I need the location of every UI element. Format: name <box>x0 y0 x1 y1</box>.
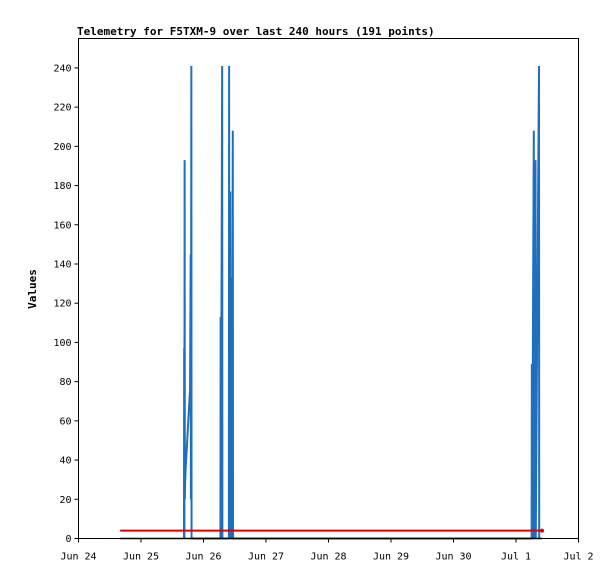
chart-title: Telemetry for F5TXM-9 over last 240 hour… <box>77 25 435 38</box>
y-tick-label: 160 <box>53 220 71 231</box>
x-tick-label: Jun 27 <box>248 552 284 563</box>
y-tick-label: 0 <box>65 534 71 545</box>
y-tick-label: 220 <box>53 103 71 114</box>
x-tick-label: Jun 25 <box>123 552 159 563</box>
y-tick-label: 240 <box>53 63 71 74</box>
y-tick-label: 200 <box>53 142 71 153</box>
y-axis-label: Values <box>26 269 39 309</box>
plot-frame <box>78 38 579 539</box>
y-tick-label: 180 <box>53 181 71 192</box>
x-tick-label: Jun 24 <box>60 552 96 563</box>
y-tick-label: 60 <box>59 416 71 427</box>
y-tick-label: 140 <box>53 259 71 270</box>
y-tick-label: 100 <box>53 338 71 349</box>
x-tick-label: Jun 26 <box>185 552 221 563</box>
x-tick-label: Jul 2 <box>563 552 593 563</box>
y-axis: 0 20 40 60 80 100 120 140 160 180 200 220 240 <box>53 63 79 545</box>
y-tick-label: 20 <box>59 495 71 506</box>
series-line-1 <box>182 65 541 540</box>
series-layer <box>120 65 545 540</box>
y-tick-label: 120 <box>53 299 71 310</box>
x-tick-label: Jun 29 <box>373 552 409 563</box>
series-end-point <box>540 528 545 533</box>
x-tick-label: Jun 28 <box>310 552 346 563</box>
x-tick-label: Jul 1 <box>501 552 531 563</box>
x-axis: Jun 24 Jun 25 Jun 26 Jun 27 Jun 28 Jun 29 Jun … <box>60 538 594 563</box>
y-tick-label: 40 <box>59 456 71 467</box>
y-tick-label: 80 <box>59 377 71 388</box>
x-tick-label: Jun 30 <box>435 552 471 563</box>
